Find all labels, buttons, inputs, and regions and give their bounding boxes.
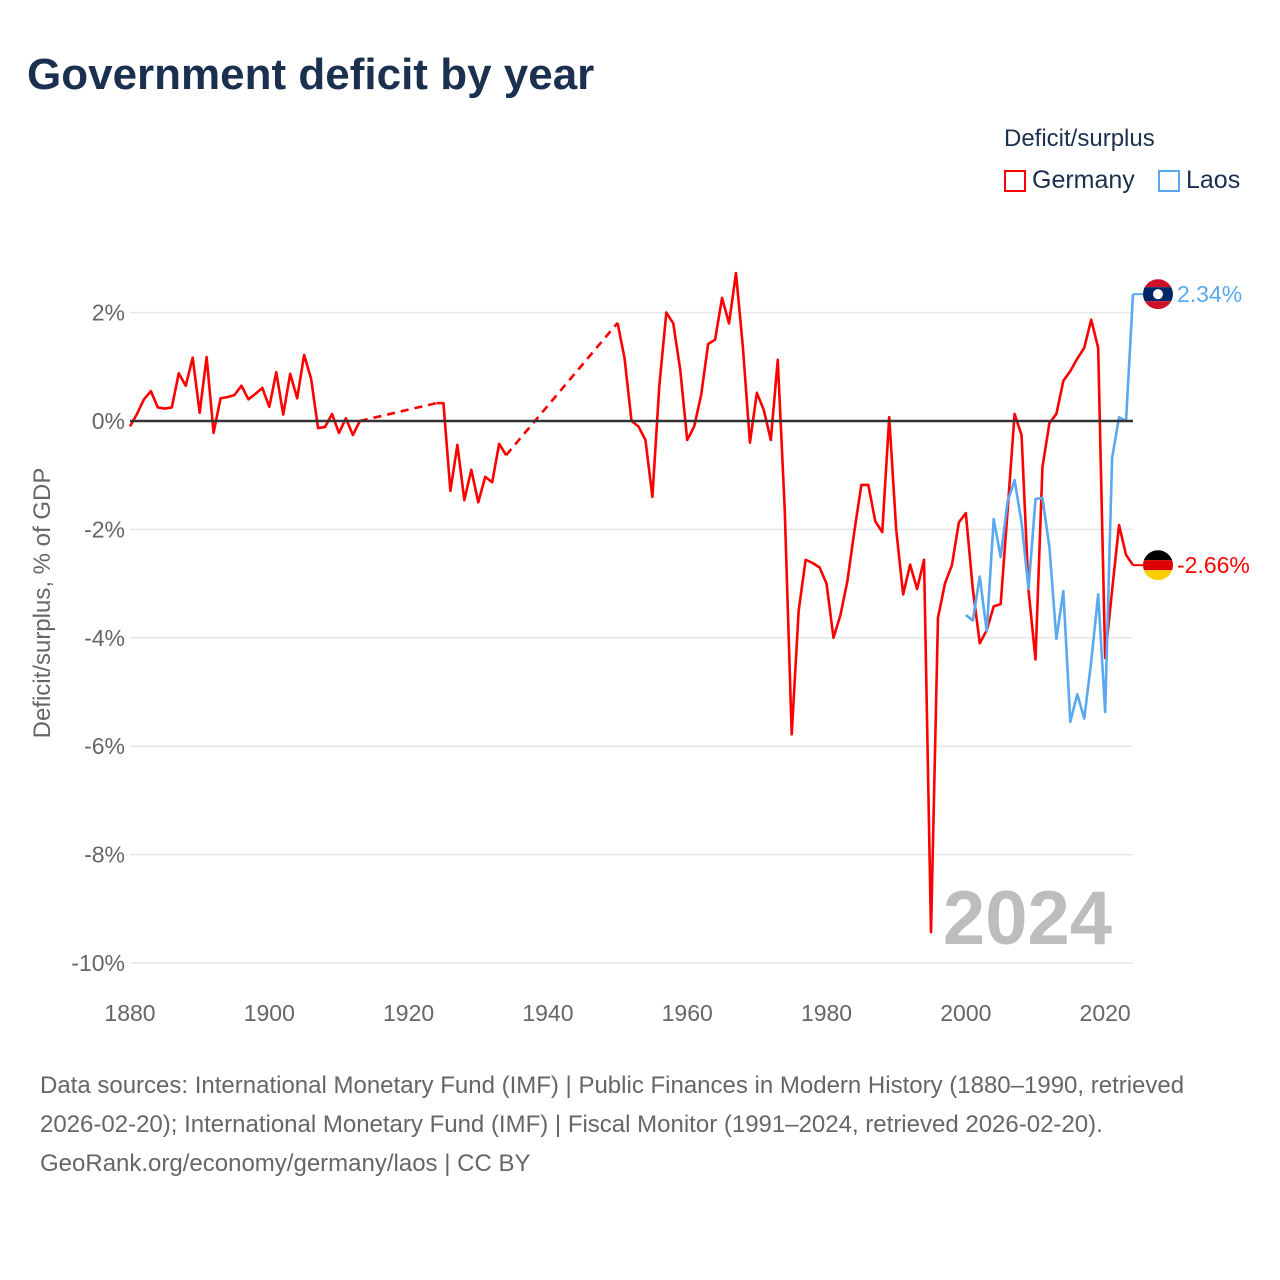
x-tick-label: 1880	[104, 1000, 155, 1026]
series-gap-germany	[505, 322, 619, 456]
series-line-laos	[965, 294, 1135, 724]
laos-flag-icon	[1143, 279, 1173, 310]
x-tick-label: 1900	[244, 1000, 295, 1026]
footer: Data sources: International Monetary Fun…	[40, 1066, 1240, 1183]
y-tick-label: 0%	[92, 408, 125, 434]
end-value-label: 2.34%	[1177, 281, 1242, 307]
series-line-germany	[128, 353, 362, 437]
legend-label: Germany	[1032, 166, 1135, 194]
x-tick-label: 1940	[522, 1000, 573, 1026]
data-sources: Data sources: International Monetary Fun…	[40, 1072, 1185, 1138]
legend-swatch-germany	[1004, 169, 1026, 192]
y-tick-label: -4%	[84, 625, 125, 651]
year-watermark: 2024	[943, 876, 1112, 961]
legend-swatch-laos	[1158, 169, 1180, 192]
x-tick-label: 1960	[662, 1000, 713, 1026]
x-tick-label: 2000	[940, 1000, 991, 1026]
end-value-label: -2.66%	[1177, 552, 1250, 578]
series-line-germany	[616, 271, 1135, 934]
y-tick-label: -2%	[84, 516, 125, 542]
x-tick-label: 1920	[383, 1000, 434, 1026]
legend-item-germany[interactable]: Germany	[1004, 166, 1135, 195]
series-gap-germany	[359, 401, 437, 423]
credit-link[interactable]: GeoRank.org/economy/germany/laos | CC BY	[40, 1150, 531, 1177]
legend-label: Laos	[1186, 166, 1241, 194]
y-tick-label: -8%	[84, 842, 125, 868]
x-tick-label: 1980	[801, 1000, 852, 1026]
y-axis-label: Deficit/surplus, % of GDP	[29, 468, 56, 739]
legend-item-laos[interactable]: Laos	[1158, 166, 1240, 195]
y-tick-label: 2%	[92, 300, 125, 326]
legend-title: Deficit/surplus	[1004, 125, 1155, 152]
x-tick-label: 2020	[1080, 1000, 1131, 1026]
y-tick-label: -6%	[84, 733, 125, 759]
y-tick-label: -10%	[71, 950, 125, 976]
chart-title: Government deficit by year	[27, 50, 595, 99]
germany-flag-icon	[1143, 550, 1173, 581]
series-line-germany	[436, 401, 508, 504]
